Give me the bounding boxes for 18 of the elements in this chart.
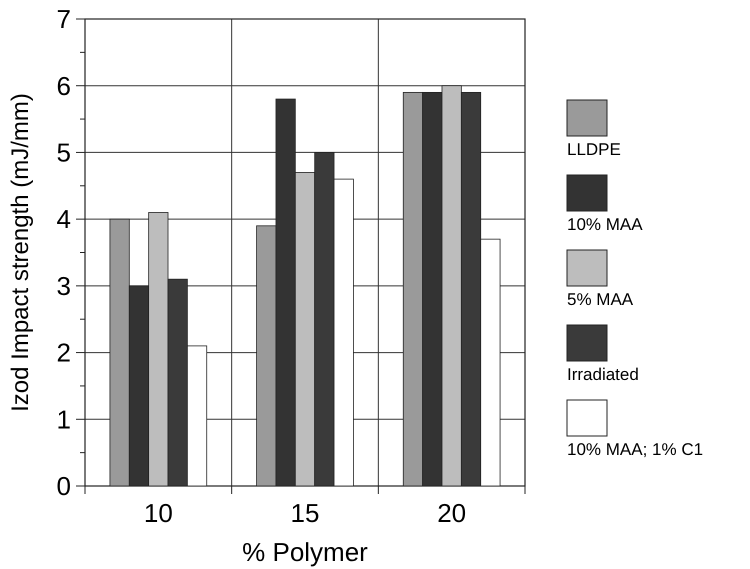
y-tick-label: 6 xyxy=(56,70,71,101)
y-tick-label: 3 xyxy=(56,270,71,301)
y-tick-label: 0 xyxy=(56,471,71,502)
legend-label: LLDPE xyxy=(567,140,621,159)
x-axis-title: % Polymer xyxy=(242,537,368,567)
legend-label: 10% MAA xyxy=(567,215,644,234)
x-tick-label: 15 xyxy=(290,498,320,528)
y-tick-label: 4 xyxy=(56,204,71,234)
y-tick-label: 7 xyxy=(56,4,71,34)
legend-label: 5% MAA xyxy=(567,290,634,309)
x-tick-label: 20 xyxy=(437,498,466,528)
y-tick-label: 1 xyxy=(56,404,71,434)
y-tick-label: 5 xyxy=(56,138,71,168)
legend-label: 10% MAA; 1% C1 xyxy=(567,440,704,459)
y-axis-title: Izod Impact strength (mJ/mm) xyxy=(7,93,34,412)
y-tick-label: 2 xyxy=(56,338,71,368)
legend-label: Irradiated xyxy=(567,365,639,384)
x-tick-label: 10 xyxy=(144,498,173,528)
